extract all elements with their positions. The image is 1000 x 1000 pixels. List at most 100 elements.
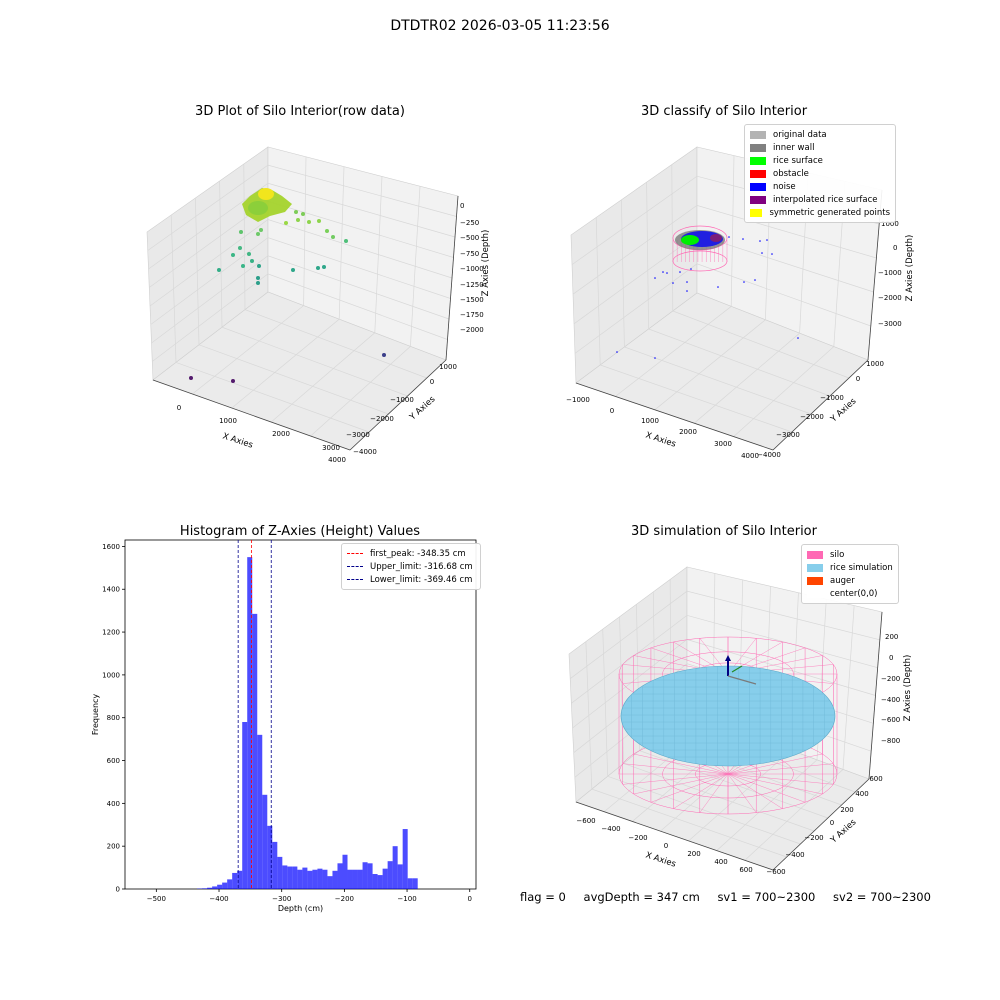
noise-point (797, 337, 799, 339)
gridline (192, 156, 307, 395)
histogram-bar (272, 841, 278, 889)
gridline (150, 237, 451, 325)
raw-point (325, 229, 329, 233)
y-tick-label: 0 (430, 378, 434, 386)
histogram-bar (337, 863, 343, 889)
x-tick-label: −200 (628, 834, 647, 842)
noise-point (672, 282, 674, 284)
raw-point (256, 281, 260, 285)
legend-label: first_peak: -348.35 cm (370, 548, 466, 559)
sv1-text: sv1 = 700~2300 (717, 890, 816, 904)
histogram-bar (347, 869, 353, 889)
z-tick-label: −750 (460, 250, 479, 258)
legend-label: obstacle (773, 168, 809, 179)
raw-point (322, 265, 326, 269)
y-axis-line (772, 359, 869, 451)
noise-point (690, 268, 692, 270)
y-tick-label: −1000 (820, 394, 844, 402)
gridline (621, 199, 812, 415)
x-tick-label: −100 (397, 895, 416, 903)
y-tick-label: 1600 (102, 543, 120, 551)
legend-item: noise (750, 180, 890, 193)
rice-surface-patch (681, 235, 699, 245)
raw-point (294, 210, 298, 214)
auger-arm (727, 675, 757, 685)
y-tick-label: 0 (856, 375, 860, 383)
gridline (151, 255, 450, 344)
x-tick-label: 0 (664, 842, 668, 850)
y-tick-label: −1000 (390, 396, 414, 404)
legend-item: original data (750, 128, 890, 141)
x-tick-label: 1000 (219, 417, 237, 425)
z-tick-label: 0 (889, 654, 893, 662)
raw-point (296, 218, 300, 222)
gridline (152, 273, 448, 362)
x-tick-label: 400 (714, 858, 727, 866)
silo-floor-line (699, 773, 729, 813)
y-tick-label: 1000 (102, 671, 120, 679)
legend-label: rice simulation (830, 562, 893, 573)
y-tick-label: 400 (855, 790, 868, 798)
x-axis-label: Depth (cm) (278, 904, 323, 913)
raw-point (331, 235, 335, 239)
gridline (615, 155, 735, 397)
x-tick-label: 0 (467, 895, 471, 903)
histogram-bar (317, 868, 323, 889)
histogram-bar (387, 861, 393, 889)
raw-point (250, 259, 254, 263)
histogram-bar (282, 865, 288, 889)
noise-point (743, 281, 745, 283)
histogram-bar (277, 856, 283, 889)
legend-label: original data (773, 129, 827, 140)
legend-line (347, 553, 363, 554)
histogram-bar (267, 825, 273, 889)
histogram-bar (322, 869, 328, 889)
y-tick-label: 0 (116, 886, 120, 894)
x-tick-label: −400 (209, 895, 228, 903)
histogram-bar (377, 875, 383, 889)
x-axis-label: X Axies (221, 431, 254, 450)
raw-point (238, 246, 242, 250)
z-tick-label: 0 (893, 244, 897, 252)
noise-point (686, 290, 688, 292)
silo-floor-line (727, 753, 823, 775)
status-line: flag = 0 avgDepth = 347 cm sv1 = 700~230… (520, 890, 945, 904)
histogram-bar (307, 870, 313, 889)
z-tick-label: −600 (881, 716, 900, 724)
noise-point (654, 277, 656, 279)
raw-point (217, 268, 221, 272)
legend-label: interpolated rice surface (773, 194, 878, 205)
histogram-bar (367, 863, 373, 889)
silo-floor-line (633, 773, 729, 795)
silo-floor-line (650, 773, 729, 803)
noise-point (654, 357, 656, 359)
silo-floor-line (727, 773, 783, 809)
gridline (571, 614, 878, 704)
gridline (646, 182, 831, 397)
histogram-bar (407, 878, 413, 889)
legend-item: Lower_limit: -369.46 cm (347, 573, 475, 586)
y-tick-label: −600 (766, 868, 785, 876)
simulation-panel-title: 3D simulation of Silo Interior (631, 524, 817, 539)
x-tick-label: −300 (272, 895, 291, 903)
y-tick-label: 400 (107, 800, 120, 808)
gridline (149, 219, 453, 307)
simulation-legend: silo rice simulation auger center(0,0) (801, 544, 899, 604)
y-tick-label: 0 (830, 819, 834, 827)
gridline (243, 163, 427, 379)
histogram-bar (357, 869, 363, 889)
classify-panel-title: 3D classify of Silo Interior (640, 104, 808, 119)
x-axis-line (152, 379, 351, 451)
histogram-bar (292, 866, 298, 889)
z-tick-label: −1500 (460, 296, 484, 304)
raw-point (382, 353, 386, 357)
z-axis-label: Z Axies (Depth) (903, 655, 913, 722)
legend-label: Lower_limit: -369.46 cm (370, 574, 473, 585)
z-tick-label: −500 (460, 234, 479, 242)
x-axis-label: X Axies (644, 850, 677, 869)
histogram-bar (247, 557, 253, 889)
legend-label: inner wall (773, 142, 815, 153)
legend-swatch (750, 195, 766, 204)
gridline (572, 205, 877, 295)
